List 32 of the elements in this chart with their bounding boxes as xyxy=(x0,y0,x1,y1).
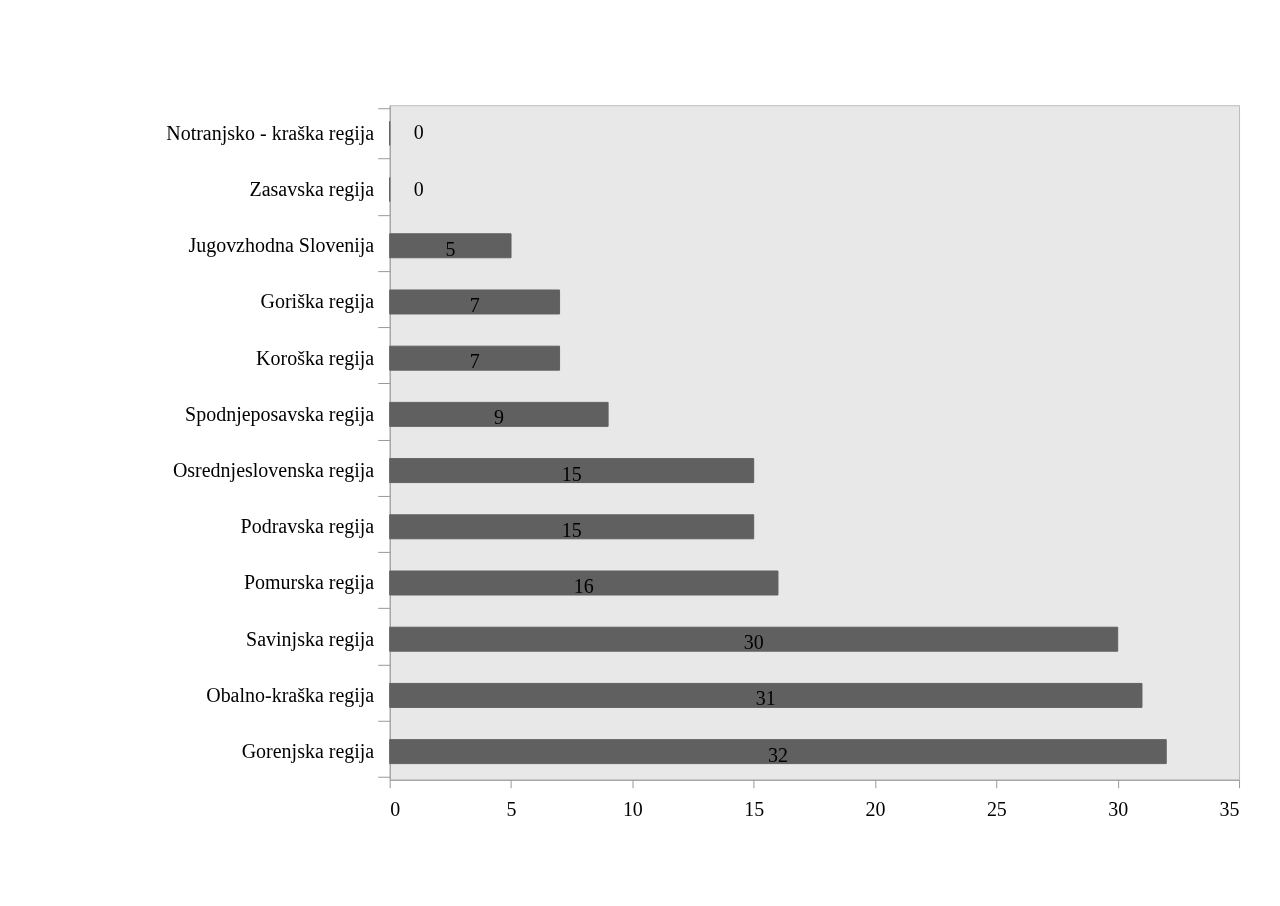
data-label: 7 xyxy=(469,293,480,316)
data-label: 15 xyxy=(561,518,582,541)
data-label: 5 xyxy=(445,237,456,260)
data-label: 32 xyxy=(767,743,788,766)
y-tick-label: Jugovzhodna Slovenija xyxy=(188,234,375,258)
y-tick-label: Osrednjeslovenska regija xyxy=(172,459,375,483)
x-tick-label: 25 xyxy=(986,798,1007,821)
x-tick-label: 0 xyxy=(390,798,401,821)
data-label: 7 xyxy=(469,350,480,373)
y-tick-label: Gorenjska regija xyxy=(241,740,375,764)
y-tick-label: Goriška regija xyxy=(260,290,375,314)
x-tick-label: 10 xyxy=(622,798,643,821)
y-tick-label: Spodnjeposavska regija xyxy=(185,402,375,426)
x-tick-label: 30 xyxy=(1108,798,1129,821)
y-tick-label: Zasavska regija xyxy=(249,178,375,202)
data-label: 30 xyxy=(743,631,764,654)
y-tick-label: Obalno-kraška regija xyxy=(206,683,375,707)
data-label: 0 xyxy=(413,177,424,200)
y-tick-label: Savinjska regija xyxy=(246,627,375,651)
x-tick-label: 35 xyxy=(1219,798,1240,821)
y-tick-label: Koroška regija xyxy=(256,346,375,370)
data-label: 15 xyxy=(561,462,582,485)
data-label: 16 xyxy=(573,574,594,597)
x-tick-label: 15 xyxy=(744,798,765,821)
x-tick-label: 20 xyxy=(865,798,886,821)
data-label: 31 xyxy=(755,687,776,710)
y-tick-label: Podravska regija xyxy=(240,515,375,539)
data-label: 0 xyxy=(413,121,424,144)
data-label: 9 xyxy=(493,406,504,429)
x-tick-label: 5 xyxy=(506,798,517,821)
y-tick-label: Pomurska regija xyxy=(243,571,375,595)
y-tick-label: Notranjsko - kraška regija xyxy=(166,121,375,145)
